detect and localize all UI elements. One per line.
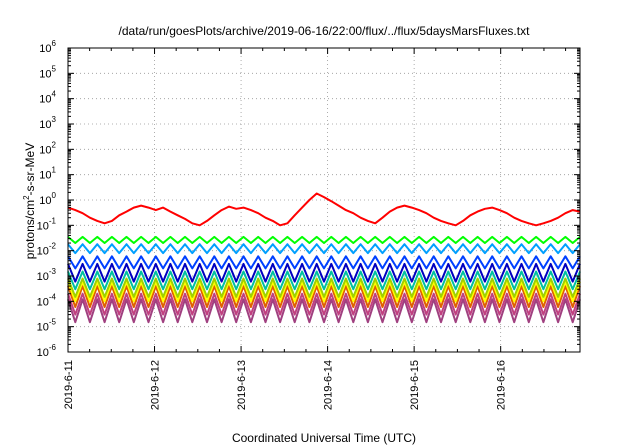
series-lines bbox=[67, 192, 581, 324]
series-line bbox=[67, 255, 581, 270]
x-tick-label: 2019-6-11 bbox=[63, 360, 75, 409]
y-tick-label: 10-5 bbox=[37, 318, 57, 334]
y-tick-label: 10-1 bbox=[37, 216, 57, 232]
y-tick-label: 100 bbox=[39, 191, 56, 207]
y-tick-label: 10-6 bbox=[37, 343, 57, 359]
series-line bbox=[67, 262, 581, 283]
x-tick-label: 2019-6-12 bbox=[150, 360, 162, 410]
series-line bbox=[67, 192, 581, 227]
series-line bbox=[67, 298, 581, 324]
series-line bbox=[67, 285, 581, 308]
series-line bbox=[67, 292, 581, 316]
y-tick-label: 101 bbox=[39, 166, 56, 182]
y-tick-label: 10-2 bbox=[37, 242, 57, 258]
y-tick-label: 10-3 bbox=[37, 267, 57, 283]
y-tick-label: 102 bbox=[39, 140, 56, 156]
y-axis-label: protons/cm2-s-sr-MeV bbox=[22, 143, 37, 259]
y-tick-label: 104 bbox=[39, 90, 56, 106]
x-tick-label: 2019-6-13 bbox=[236, 360, 248, 410]
x-tick-label: 2019-6-15 bbox=[409, 360, 421, 410]
x-axis: 2019-6-11 2019-6-12 2019-6-13 2019-6-14 2019… bbox=[63, 48, 567, 410]
series-line bbox=[67, 235, 581, 244]
x-tick-label: 2019-6-14 bbox=[323, 360, 335, 410]
series-line bbox=[67, 270, 581, 291]
series-line bbox=[67, 280, 581, 303]
series-line bbox=[67, 277, 581, 298]
y-tick-label: 105 bbox=[39, 64, 56, 80]
x-axis-label: Coordinated Universal Time (UTC) bbox=[232, 431, 416, 445]
x-tick-label: 2019-6-16 bbox=[496, 360, 508, 410]
y-tick-label: 103 bbox=[39, 115, 56, 131]
y-axis-label-sup: 2 bbox=[22, 195, 31, 200]
y-tick-label: 10-4 bbox=[37, 292, 57, 308]
y-axis-label-main: protons/cm bbox=[23, 200, 37, 259]
series-line bbox=[67, 243, 581, 255]
y-axis: 10-6 10-5 10-4 10-3 10-2 10-1 100 101 102 103 104 1… bbox=[37, 39, 580, 359]
y-axis-label-rest: -s-sr-MeV bbox=[23, 143, 37, 196]
y-tick-label: 106 bbox=[39, 39, 56, 55]
chart-title: /data/run/goesPlots/archive/2019-06-16/2… bbox=[119, 24, 531, 38]
